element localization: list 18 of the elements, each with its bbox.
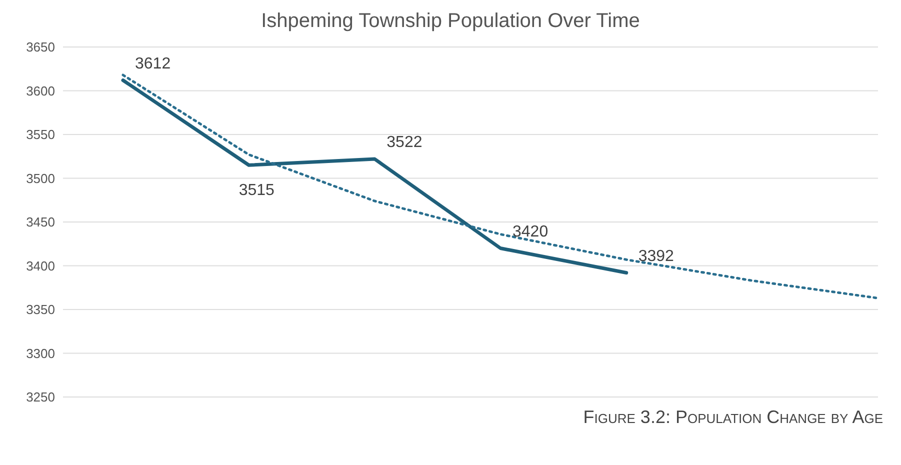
line-series bbox=[121, 78, 628, 274]
data-label: 3612 bbox=[135, 55, 171, 72]
y-tick-label: 3300 bbox=[26, 346, 55, 361]
y-tick-label: 3500 bbox=[26, 170, 55, 186]
data-label: 3392 bbox=[638, 248, 674, 265]
data-label: 3522 bbox=[386, 134, 422, 151]
data-label: 3420 bbox=[512, 223, 548, 240]
y-tick-label: 3250 bbox=[26, 390, 55, 405]
y-tick-label: 3400 bbox=[26, 258, 55, 274]
y-tick-label: 3650 bbox=[26, 40, 55, 55]
caption: Figure 3.2: Population Change by Age bbox=[582, 407, 883, 428]
y-tick-label: 3550 bbox=[26, 127, 55, 142]
y-tick-label: 3450 bbox=[26, 214, 55, 230]
line-series bbox=[122, 74, 880, 300]
y-tick-label: 3350 bbox=[26, 302, 55, 318]
chart-title: Ishpeming Township Population Over Time bbox=[260, 10, 641, 33]
data-label: 3515 bbox=[238, 182, 275, 200]
y-tick-label: 3600 bbox=[26, 83, 55, 98]
